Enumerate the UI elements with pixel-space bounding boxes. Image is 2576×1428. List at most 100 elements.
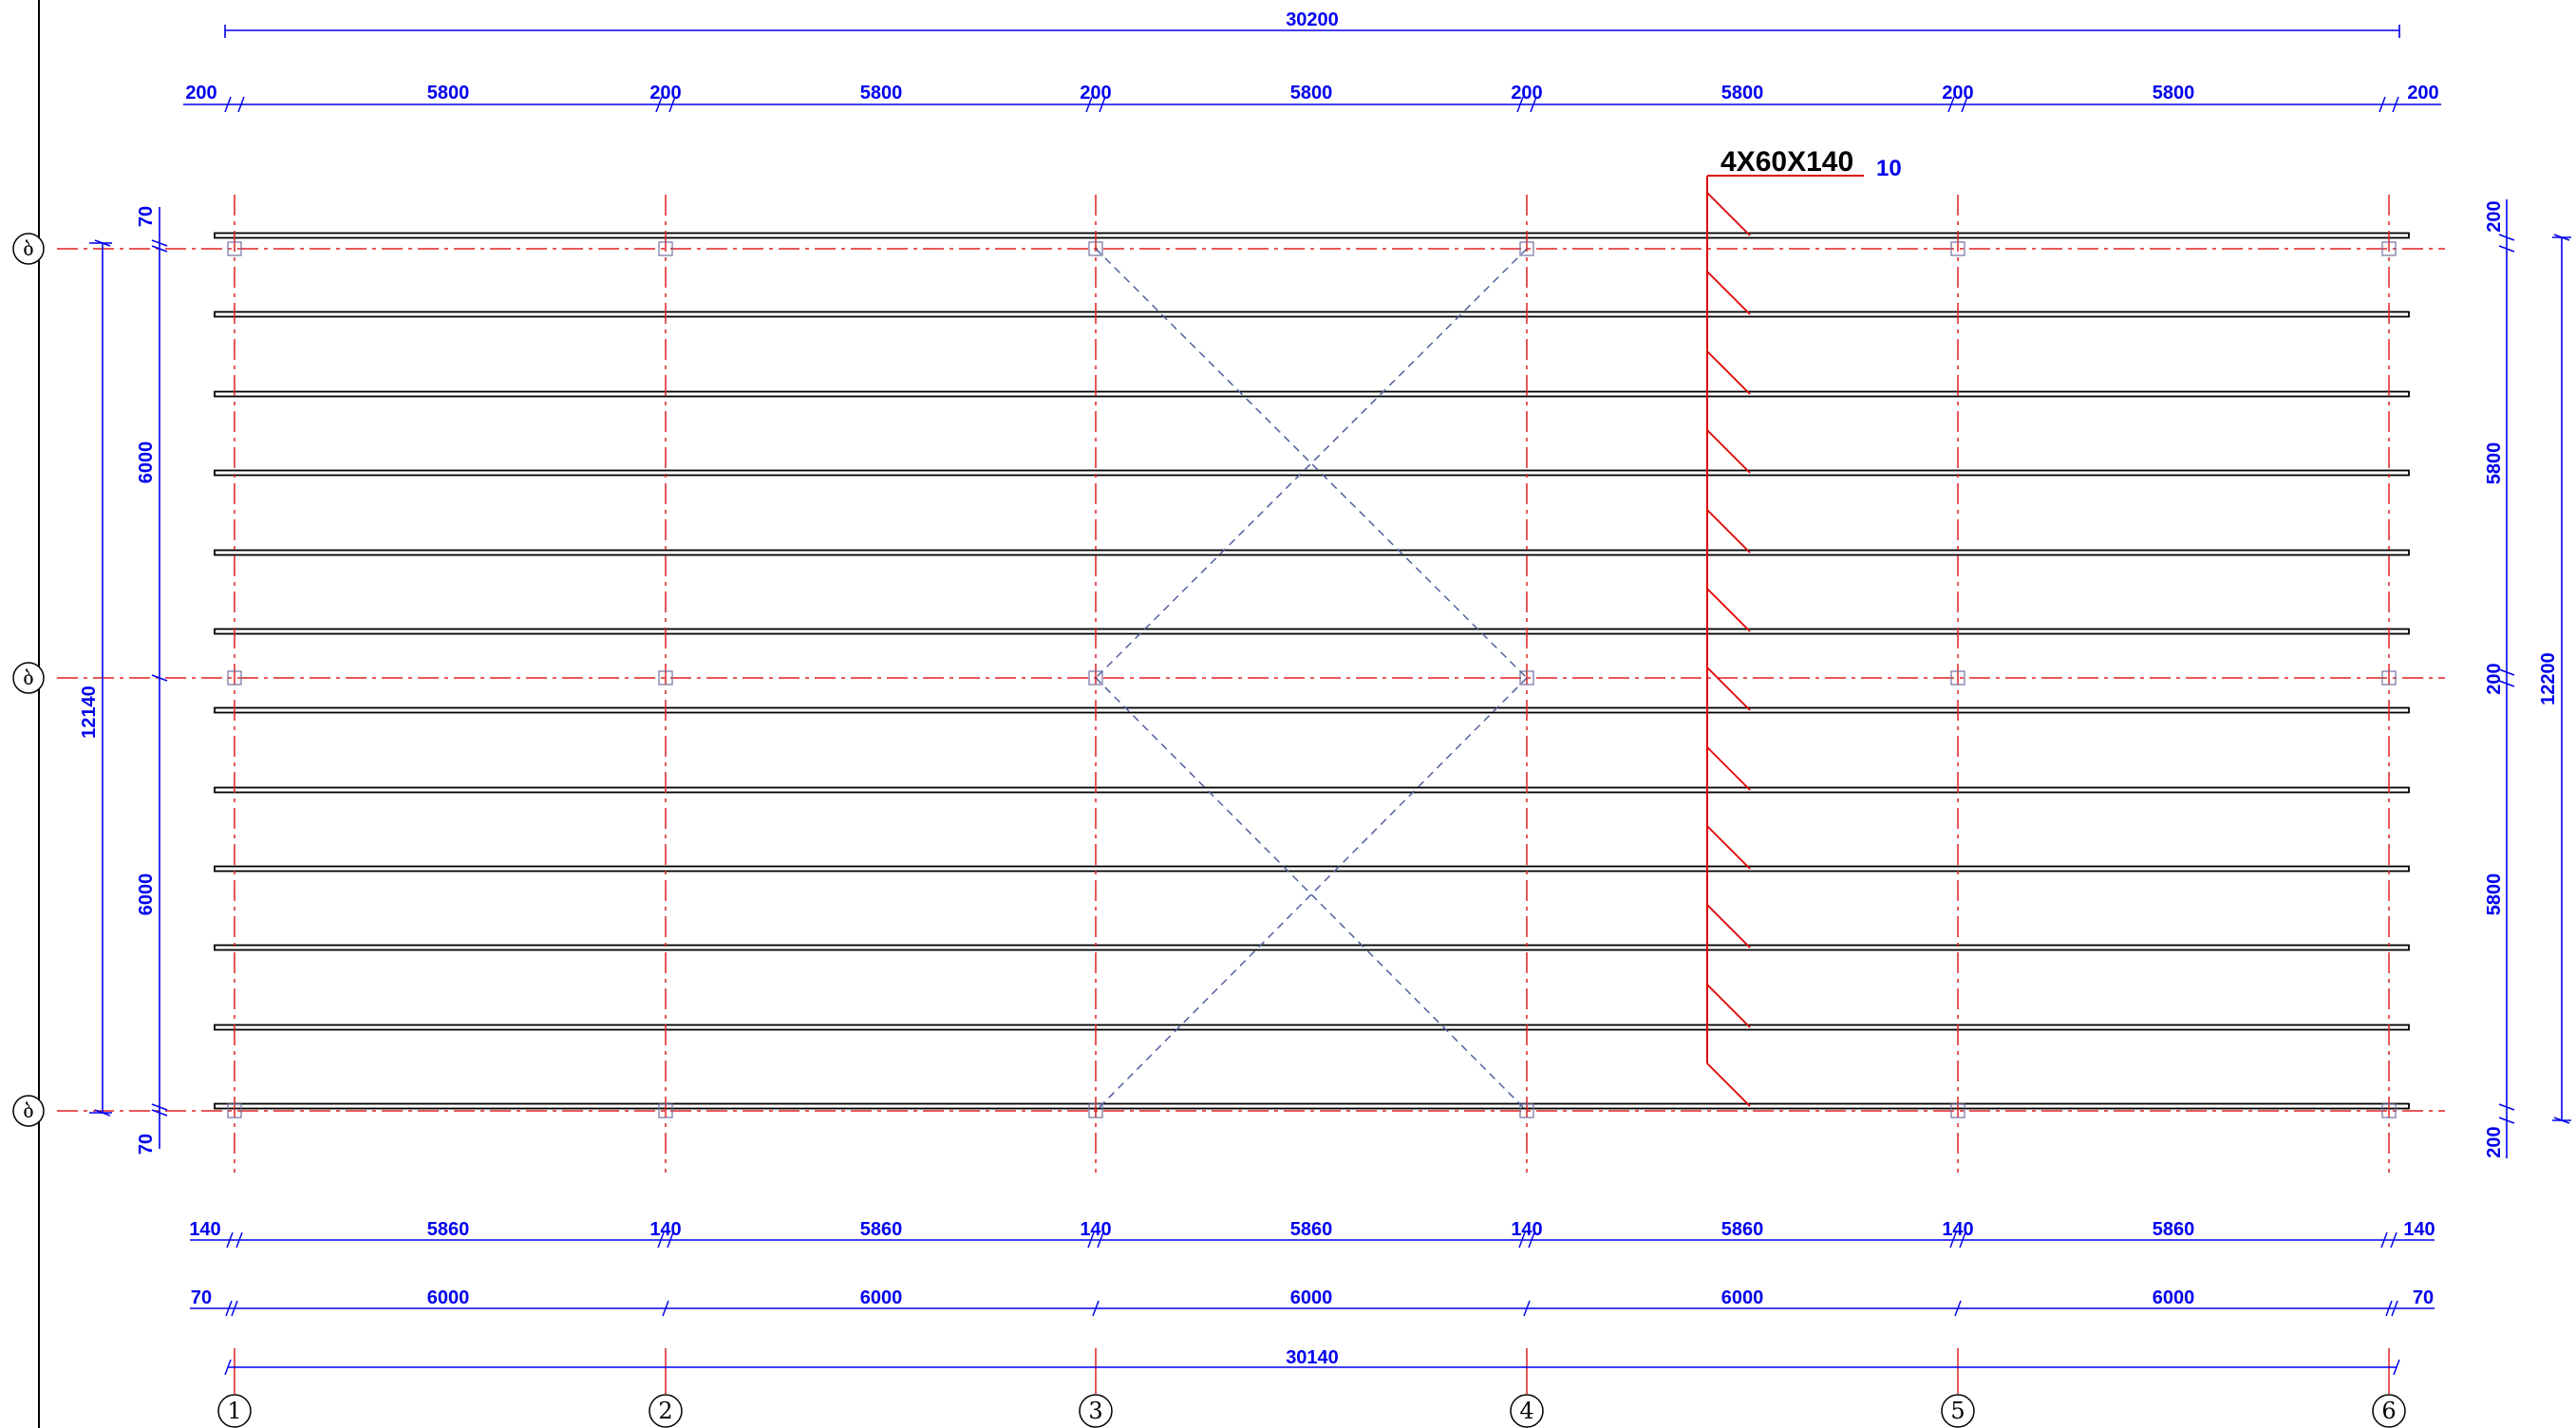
callout-profile: 4X60X140 (1720, 146, 1853, 178)
column-axis-label: 2 (658, 1398, 672, 1424)
dim-left-overall: 12140 (79, 686, 100, 739)
dim-tick (2553, 234, 2570, 241)
dim-tick (2390, 1231, 2397, 1249)
dim-top-segment: 200 (1080, 83, 1111, 103)
dim-tick (2393, 1359, 2400, 1376)
dim-right-upper: 5800 (2484, 442, 2505, 485)
dim-top-segment: 5800 (1290, 83, 1333, 103)
dim-tick (2385, 1300, 2393, 1317)
row-axis-bubble (12, 662, 45, 694)
dim-left-bottom: 70 (136, 1134, 157, 1155)
dim-right-overall: 12200 (2538, 652, 2559, 705)
dim-tick (2498, 1103, 2515, 1111)
dim-top-segment: 200 (185, 83, 216, 103)
dim-top-segment: 5800 (1721, 83, 1764, 103)
dim-tick (151, 239, 168, 247)
dim-bottom-row2: 70 (191, 1287, 212, 1308)
purlin (214, 1102, 2410, 1110)
dim-tick (2379, 96, 2386, 113)
dim-bottom-row1: 5860 (427, 1219, 470, 1240)
column-axis-label: 1 (227, 1398, 241, 1424)
callout-tick (1706, 1062, 1751, 1107)
dim-tick (2498, 680, 2515, 687)
column-axis-bubble (1079, 1394, 1113, 1428)
dim-bottom-row1: 5860 (1290, 1219, 1333, 1240)
column-marker (1950, 1103, 1965, 1118)
dim-tick (2498, 234, 2515, 241)
column-marker (1088, 241, 1103, 256)
dim-bottom-row1: 140 (1942, 1219, 1973, 1240)
column-markers (227, 241, 2397, 1118)
column-marker (1950, 670, 1965, 686)
column-axis-bubbles: 1 2 3 4 5 6 (217, 1394, 2406, 1428)
column-axis-bubble (649, 1394, 683, 1428)
dim-bottom-row1: 5860 (2153, 1219, 2195, 1240)
purlin (214, 549, 2410, 556)
axis-grid-lines (57, 195, 2445, 1394)
dim-bottom-row2: 6000 (860, 1287, 903, 1308)
purlin (214, 1024, 2410, 1031)
row-axis-bubble (12, 233, 45, 265)
bracing-diagonal (1095, 248, 1528, 679)
column-marker (2381, 241, 2397, 256)
dim-tick (1959, 1231, 1966, 1249)
dim-top-segment: 200 (1942, 83, 1973, 103)
dim-right-middle: 200 (2484, 663, 2505, 694)
bracing-diagonal (1095, 248, 1528, 679)
dim-bottom-row1: 140 (1511, 1219, 1542, 1240)
column-axis-bubble (217, 1394, 252, 1428)
dim-tick (2553, 1117, 2570, 1124)
dim-tick (237, 96, 245, 113)
row-axis-label: ბ (23, 667, 33, 689)
dim-tick (224, 1359, 232, 1376)
purlin (214, 310, 2410, 318)
dim-tick (224, 96, 232, 113)
dim-tick (94, 239, 111, 247)
column-marker (658, 670, 673, 686)
dim-tick (151, 674, 168, 682)
purlin-callout: 4X60X140 10 (1706, 146, 1902, 1107)
dim-tick (1516, 96, 1524, 113)
dim-left-lower: 6000 (136, 874, 157, 916)
dim-tick (1947, 96, 1955, 113)
purlin (214, 232, 2410, 239)
dim-tick (1099, 96, 1106, 113)
dim-tick (2498, 245, 2515, 253)
dim-bottom-row1: 140 (189, 1219, 220, 1240)
purlin (214, 786, 2410, 794)
dim-tick (1954, 1300, 1962, 1317)
dim-top-segment: 5800 (2153, 83, 2195, 103)
dim-tick (1518, 1231, 1526, 1249)
column-axis-label: 3 (1088, 1398, 1102, 1424)
column-marker (658, 1103, 673, 1118)
dim-top-segment: 200 (1511, 83, 1542, 103)
dim-tick (94, 1109, 111, 1117)
dim-tick (2391, 1300, 2398, 1317)
column-axis-bubble (1510, 1394, 1544, 1428)
dim-bottom-row1: 140 (2403, 1219, 2435, 1240)
dimension-lines (89, 25, 2571, 1376)
row-axis-bubbles: ბ ბ ბ (12, 233, 45, 1127)
dim-tick (1961, 96, 1968, 113)
dim-tick (668, 96, 676, 113)
column-axis-label: 5 (1950, 1398, 1965, 1424)
dim-tick (2380, 1231, 2388, 1249)
dim-bottom-overall: 30140 (1286, 1347, 1339, 1368)
callout-tick (1706, 350, 1751, 395)
dim-right-bottom: 200 (2484, 1126, 2505, 1157)
dim-tick (2498, 668, 2515, 676)
callout-tick (1706, 667, 1751, 711)
dim-tick (151, 245, 168, 253)
dim-bottom-row2: 6000 (2153, 1287, 2195, 1308)
cross-bracing (1095, 248, 1528, 1112)
column-axis-bubble (1941, 1394, 1975, 1428)
dim-tick (657, 1231, 665, 1249)
dim-bottom-row2: 6000 (427, 1287, 470, 1308)
column-marker (227, 670, 242, 686)
dim-tick (1085, 96, 1093, 113)
bracing-diagonal (1095, 677, 1528, 1112)
dim-tick (151, 1109, 168, 1117)
purlin (214, 865, 2410, 873)
column-marker (227, 241, 242, 256)
column-marker (1519, 1103, 1534, 1118)
